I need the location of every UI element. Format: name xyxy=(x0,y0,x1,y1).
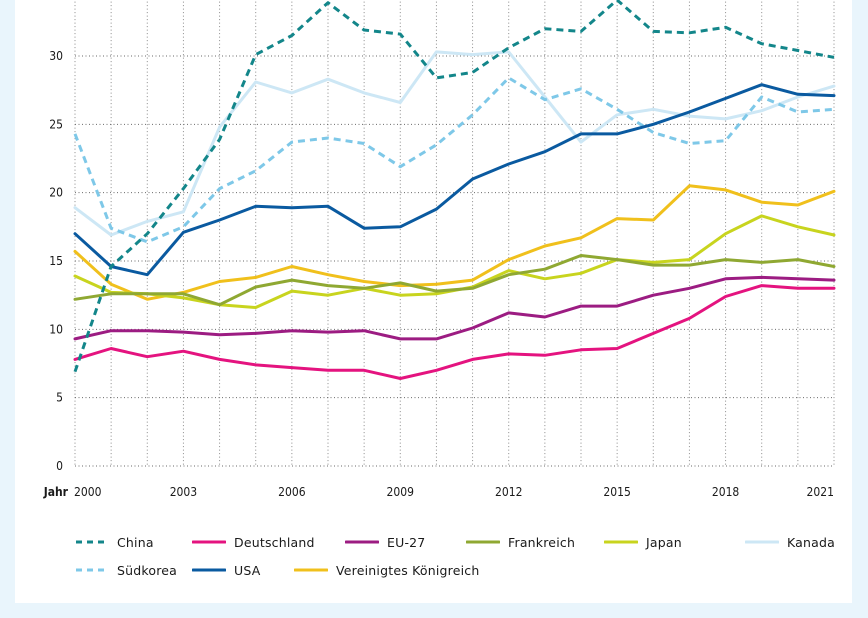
x-tick-label: 2006 xyxy=(278,485,306,499)
series-line-usa xyxy=(73,83,836,277)
legend-swatch xyxy=(466,540,500,544)
legend-label: Kanada xyxy=(787,534,836,550)
grid xyxy=(74,0,835,467)
legend-item: Südkorea xyxy=(75,560,177,580)
legend-swatch xyxy=(604,540,638,544)
x-tick-label: 2015 xyxy=(603,485,630,499)
y-tick-label: 20 xyxy=(49,186,63,200)
legend-label: Südkorea xyxy=(117,562,178,578)
legend-swatch xyxy=(76,540,108,544)
series-lines xyxy=(73,0,836,380)
series-line-südkorea xyxy=(73,76,835,244)
x-tick-label: 2012 xyxy=(495,485,522,499)
y-tick-label: 30 xyxy=(49,49,63,63)
series-line-vereinigtes-königreich xyxy=(73,184,836,301)
series-line-deutschland xyxy=(73,284,836,380)
series-line-china xyxy=(73,0,835,373)
x-tick-label: 2018 xyxy=(712,485,740,499)
legend-item: EU-27 xyxy=(345,532,425,552)
legend-item: USA xyxy=(192,560,260,580)
legend-item: Japan xyxy=(604,532,682,552)
legend-swatch xyxy=(76,568,108,572)
legend-swatch xyxy=(745,540,779,544)
y-tick-label: 0 xyxy=(56,459,63,473)
legend-swatch xyxy=(192,568,226,572)
legend-label: Japan xyxy=(646,534,682,550)
legend-label: China xyxy=(117,534,154,550)
x-axis-labels: Jahr 2000 2003 2006 2009 2012 2015 2018 2021 xyxy=(43,485,834,499)
legend-item: Deutschland xyxy=(192,532,315,552)
y-tick-label: 15 xyxy=(49,254,63,268)
legend-item: Kanada xyxy=(745,532,835,552)
chart-card xyxy=(15,0,852,603)
series-line-eu-27 xyxy=(73,275,836,341)
legend-label: Deutschland xyxy=(234,534,315,550)
legend-item: China xyxy=(75,532,154,552)
legend-swatch xyxy=(294,568,328,572)
legend-label: Vereinigtes Königreich xyxy=(336,562,480,578)
y-axis-labels: 0 5 10 15 20 25 30 xyxy=(49,49,63,473)
x-tick-label: 2009 xyxy=(387,485,415,499)
series-line-kanada xyxy=(73,50,836,237)
y-tick-label: 10 xyxy=(49,322,63,336)
y-tick-label: 25 xyxy=(49,117,63,131)
legend-swatch xyxy=(192,540,226,544)
x-axis-title: Jahr xyxy=(43,485,69,499)
x-tick-label: 2000 xyxy=(74,485,102,499)
x-tick-label: 2021 xyxy=(807,485,834,499)
legend-swatch xyxy=(345,540,379,544)
legend-label: USA xyxy=(234,562,261,578)
x-tick-label: 2003 xyxy=(170,485,197,499)
y-tick-label: 5 xyxy=(56,391,63,405)
legend-item: Frankreich xyxy=(466,532,575,552)
series-line-frankreich xyxy=(73,254,836,307)
legend-label: Frankreich xyxy=(508,534,576,550)
legend-label: EU-27 xyxy=(387,534,426,550)
legend-item: Vereinigtes Königreich xyxy=(294,560,479,580)
line-chart: 0 5 10 15 20 25 30 Jahr 2000 2003 2006 2009 2012 201… xyxy=(43,0,836,499)
